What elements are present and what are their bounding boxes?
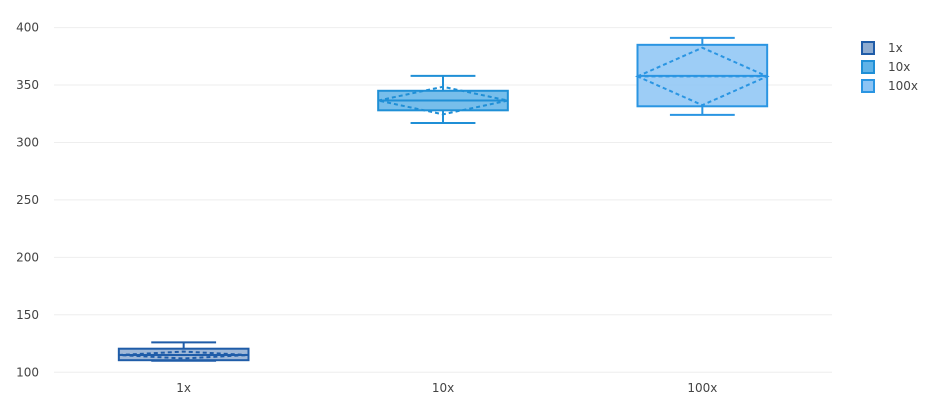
y-tick-label: 350 [16, 78, 39, 92]
y-tick-label: 250 [16, 193, 39, 207]
y-tick-label: 300 [16, 135, 39, 149]
x-tick-label: 10x [432, 381, 454, 395]
box-plot-area[interactable] [117, 36, 770, 362]
x-tick-label: 1x [176, 381, 191, 395]
legend-swatch [861, 60, 875, 74]
y-tick-label: 100 [16, 365, 39, 379]
legend-item-1x[interactable]: 1x [861, 41, 903, 55]
mean-sd-diamond [377, 85, 509, 116]
legend-label: 10x [888, 60, 910, 74]
legend-item-100x[interactable]: 100x [861, 79, 918, 93]
legend[interactable]: 1x 10x 100x [861, 41, 918, 93]
legend-item-10x[interactable]: 10x [861, 60, 910, 74]
legend-label: 100x [888, 79, 918, 93]
y-tick-label: 150 [16, 308, 39, 322]
legend-swatch [861, 41, 875, 55]
box-100x[interactable] [635, 36, 770, 116]
y-axis: 100 150 200 250 300 350 400 [16, 21, 39, 380]
y-tick-label: 200 [16, 250, 39, 264]
legend-swatch [861, 79, 875, 93]
legend-label: 1x [888, 41, 903, 55]
y-tick-label: 400 [16, 21, 39, 35]
box-1x[interactable] [117, 341, 250, 362]
box-10x[interactable] [377, 74, 509, 124]
x-axis: 1x 10x 100x [176, 381, 717, 395]
x-tick-label: 100x [687, 381, 717, 395]
